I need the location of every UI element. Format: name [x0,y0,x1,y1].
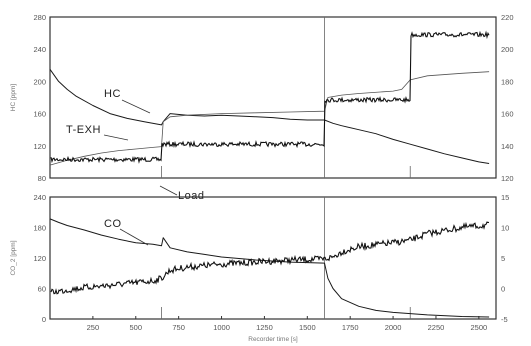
x-tick-label: 1250 [256,323,273,332]
x-tick-label: 1500 [299,323,316,332]
plot-frame [49,16,497,179]
y-tick-label-right: 200 [501,45,514,54]
annotation-load: Load [178,190,204,202]
series-line-co2 [50,221,489,295]
series-line-t-exh [49,71,490,166]
y-tick-label-right: 120 [501,174,514,183]
y-tick-label-right: 10 [501,224,509,233]
y-tick-label-left: 200 [33,77,46,86]
y-tick-label-right: 0 [501,285,505,294]
x-tick-label: 2250 [428,323,445,332]
y-tick-label-left: 280 [33,13,46,22]
series-line-load [50,30,490,164]
y-tick-label-right: 5 [501,254,505,263]
x-tick-label: 2000 [385,323,402,332]
y-axis-label: HC [ppm] [10,84,17,112]
annotation-texh: T-EXH [66,124,101,136]
y-tick-label-right: 180 [501,77,514,86]
annotation-leader [103,134,129,141]
x-tick-label: 250 [87,323,100,332]
series-line-hc [49,69,490,164]
y-tick-label-right: -5 [501,315,508,324]
series-line-co [49,218,490,318]
y-tick-label-left: 120 [33,142,46,151]
x-axis-label: Recorder time [s] [248,336,298,343]
y-tick-label-right: 140 [501,142,514,151]
y-tick-label-left: 240 [33,193,46,202]
y-tick-label-right: 220 [501,13,514,22]
y-tick-label-left: 240 [33,45,46,54]
y-tick-label-right: 160 [501,110,514,119]
y-tick-label-left: 60 [38,285,46,294]
plot-frame [49,196,497,320]
annotation-leader [121,99,151,114]
x-tick-label: 1000 [213,323,230,332]
x-tick-label: 500 [130,323,143,332]
annotation-leader [119,228,149,246]
top-panel: 280 240 200 160 120 80 220 200 180 160 140 120 HC [p… [10,13,514,202]
annotation-leader [159,185,178,196]
y-tick-label-left: 120 [33,254,46,263]
y-tick-label-left: 160 [33,110,46,119]
x-tick-label: 750 [172,323,185,332]
y-tick-label-right: 15 [501,193,509,202]
y-axis-label: CO_2 [ppm] [10,240,17,275]
y-tick-label-left: 0 [42,315,46,324]
x-tick-label: 1750 [342,323,359,332]
bottom-panel: 240 180 120 60 0 15 10 5 0 -5 CO_2 [ppm] 250 500 750 1… [10,193,509,343]
y-tick-label-left: 180 [33,224,46,233]
y-tick-label-left: 80 [38,174,46,183]
annotation-hc: HC [104,88,121,100]
annotation-co: CO [104,218,122,230]
x-tick-label: 2500 [471,323,488,332]
